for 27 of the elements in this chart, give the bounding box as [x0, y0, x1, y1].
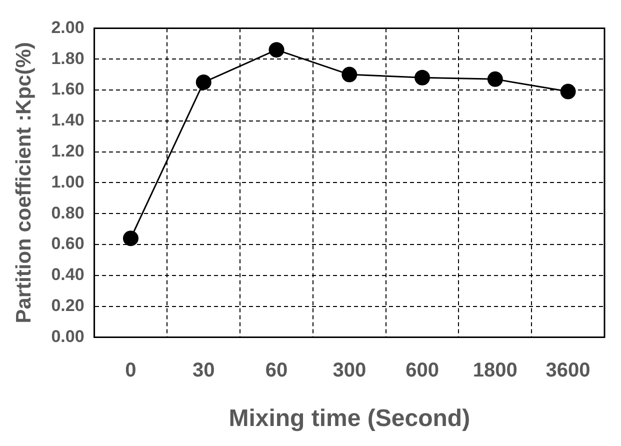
point [122, 230, 138, 246]
x-tick-label: 30 [192, 360, 215, 382]
y-tick-label: 0.00 [51, 326, 84, 346]
point [196, 74, 212, 90]
x-axis-title: Mixing time (Second) [228, 405, 470, 432]
y-tick-label: 1.80 [51, 48, 84, 68]
x-tick-label: 3600 [546, 360, 590, 382]
y-tick-label: 1.20 [51, 141, 84, 160]
x-tick-label: 0 [125, 360, 136, 382]
point [342, 66, 358, 82]
y-tick-label: 0.20 [51, 296, 84, 315]
x-tick-label: 300 [332, 360, 366, 382]
y-tick-label: 0.40 [51, 265, 84, 284]
y-tick-label: 1.40 [51, 110, 84, 130]
y-tick-label: 2.00 [51, 18, 84, 37]
x-tick-label: 600 [406, 360, 439, 382]
y-axis-title: Partition coefficient :Kpc(%) [12, 42, 36, 324]
point [268, 42, 284, 58]
x-tick-label: 60 [265, 360, 288, 382]
y-tick-label: 1.00 [51, 172, 84, 192]
y-tick-label: 0.80 [51, 203, 84, 222]
point [487, 71, 503, 87]
point [560, 84, 576, 100]
point [414, 70, 430, 86]
x-tick-label: 1800 [472, 360, 518, 382]
y-tick-label: 0.60 [51, 234, 84, 254]
y-tick-label: 1.60 [51, 80, 84, 99]
